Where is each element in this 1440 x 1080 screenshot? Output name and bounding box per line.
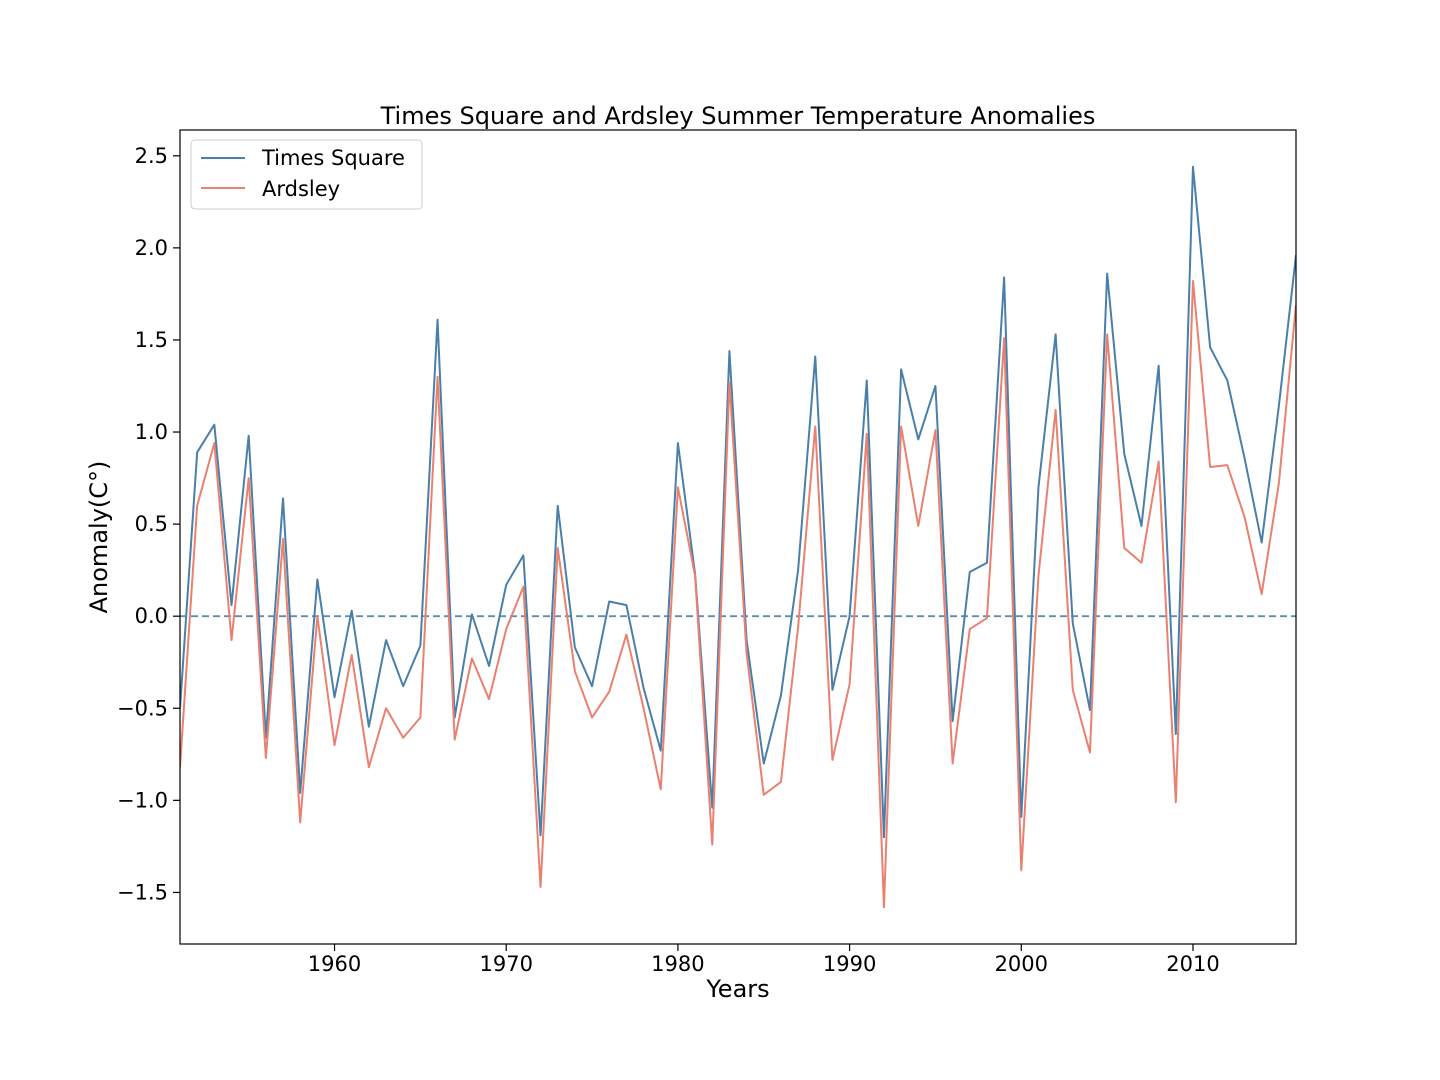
x-axis-title: Years (705, 975, 769, 1003)
x-tick-label: 2010 (1166, 952, 1219, 976)
y-tick-label: 0.0 (135, 604, 168, 628)
y-tick-label: 2.5 (135, 144, 168, 168)
y-tick-label: 0.5 (135, 512, 168, 536)
x-tick-label: 1980 (651, 952, 704, 976)
y-tick-label: −0.5 (117, 696, 168, 720)
x-tick-label: 1960 (308, 952, 361, 976)
x-tick-label: 1990 (823, 952, 876, 976)
x-tick-label: 2000 (995, 952, 1048, 976)
x-axis: 1960 1970 1980 1990 2000 2010 (308, 944, 1220, 976)
y-tick-label: 1.5 (135, 328, 168, 352)
y-tick-label: 1.0 (135, 420, 168, 444)
chart-title: Times Square and Ardsley Summer Temperat… (380, 102, 1096, 130)
y-tick-label: −1.5 (117, 880, 168, 904)
legend-box (190, 139, 423, 210)
plot-frame (179, 129, 1297, 945)
x-tick-label: 1970 (479, 952, 532, 976)
y-tick-label: −1.0 (117, 788, 168, 812)
legend: Times Square Ardsley (190, 139, 423, 210)
y-axis: −1.5 −1.0 −0.5 0.0 0.5 1.0 1.5 2.0 2.5 (117, 144, 180, 904)
legend-label-times-square: Times Square (261, 146, 405, 170)
y-axis-title: Anomaly(C°) (85, 461, 113, 614)
y-tick-label: 2.0 (135, 236, 168, 260)
series-line-times-square (180, 165, 1296, 839)
series-line-ardsley (180, 280, 1296, 909)
series-layer (180, 165, 1296, 909)
legend-label-ardsley: Ardsley (262, 177, 340, 201)
